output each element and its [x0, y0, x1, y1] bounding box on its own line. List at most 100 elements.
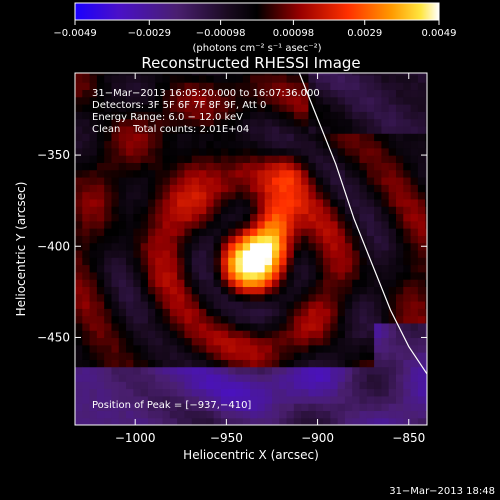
heatmap-cell — [381, 82, 390, 91]
heatmap-cell — [381, 388, 390, 397]
heatmap-cell — [162, 198, 171, 207]
heatmap-cell — [403, 155, 412, 163]
heatmap-cell — [177, 162, 186, 171]
heatmap-cell — [118, 155, 127, 163]
heatmap-cell — [359, 169, 368, 178]
heatmap-cell — [417, 249, 426, 258]
heatmap-cell — [381, 249, 390, 258]
heatmap-cell — [388, 74, 397, 83]
heatmap-cell — [213, 381, 222, 390]
heatmap-cell — [344, 140, 353, 149]
heatmap-cell — [82, 82, 91, 91]
heatmap-cell — [279, 73, 288, 76]
heatmap-cell — [111, 96, 120, 105]
heatmap-cell — [395, 300, 404, 309]
heatmap-cell — [264, 162, 273, 171]
heatmap-cell — [374, 111, 383, 120]
heatmap-cell — [184, 410, 193, 419]
heatmap-cell — [220, 206, 229, 215]
heatmap-cell — [184, 104, 193, 112]
heatmap-cell — [366, 286, 375, 295]
heatmap-cell — [271, 155, 280, 163]
heatmap-cell — [213, 279, 222, 287]
heatmap-cell — [337, 104, 346, 112]
heatmap-cell — [344, 271, 353, 280]
heatmap-cell — [410, 337, 419, 346]
heatmap-cell — [381, 213, 390, 222]
heatmap-cell — [96, 308, 105, 317]
heatmap-cell — [147, 352, 156, 360]
heatmap-cell — [118, 249, 127, 258]
heatmap-cell — [140, 249, 149, 258]
heatmap-cell — [315, 73, 324, 76]
heatmap-cell — [410, 73, 419, 76]
heatmap-cell — [155, 279, 164, 287]
heatmap-cell — [301, 73, 310, 76]
heatmap-cell — [228, 293, 237, 302]
heatmap-cell — [403, 271, 412, 280]
heatmap-cell — [147, 206, 156, 215]
heatmap-cell — [228, 111, 237, 120]
heatmap-cell — [250, 359, 258, 368]
heatmap-cell — [323, 169, 331, 178]
heatmap-cell — [337, 191, 346, 200]
heatmap-cell — [82, 388, 91, 397]
heatmap-cell — [220, 228, 229, 236]
heatmap-cell — [140, 220, 149, 229]
heatmap-cell — [257, 366, 266, 375]
heatmap-cell — [301, 403, 310, 412]
heatmap-cell — [374, 381, 383, 390]
heatmap-cell — [403, 213, 412, 222]
heatmap-cell — [169, 155, 178, 163]
heatmap-cell — [381, 300, 390, 309]
heatmap-cell — [118, 308, 127, 317]
heatmap-cell — [126, 169, 134, 178]
heatmap-cell — [118, 104, 127, 112]
heatmap-cell — [89, 155, 98, 163]
heatmap-cell — [395, 147, 404, 156]
heatmap-cell — [425, 176, 427, 185]
heatmap-cell — [395, 249, 404, 258]
heatmap-cell — [337, 279, 346, 287]
heatmap-cell — [155, 257, 164, 266]
heatmap-cell — [213, 155, 222, 163]
heatmap-cell — [235, 337, 244, 346]
heatmap-cell — [228, 366, 237, 375]
heatmap-cell — [425, 198, 427, 207]
heatmap-cell — [213, 140, 222, 149]
heatmap-cell — [315, 104, 324, 112]
heatmap-cell — [169, 198, 178, 207]
heatmap-cell — [403, 147, 412, 156]
heatmap-cell — [271, 352, 280, 360]
heatmap-cell — [155, 198, 164, 207]
heatmap-cell — [104, 198, 113, 207]
heatmap-cell — [140, 89, 149, 98]
heatmap-cell — [417, 315, 426, 324]
heatmap-cell — [395, 198, 404, 207]
heatmap-cell — [344, 111, 353, 120]
heatmap-cell — [293, 111, 302, 120]
heatmap-cell — [250, 235, 258, 244]
heatmap-cell — [118, 373, 127, 382]
heatmap-cell — [293, 162, 302, 171]
heatmap-cell — [206, 388, 215, 397]
heatmap-cell — [206, 403, 215, 412]
heatmap-cell — [330, 89, 339, 98]
heatmap-cell — [286, 308, 295, 317]
heatmap-cell — [133, 82, 142, 91]
heatmap-cell — [184, 228, 193, 236]
heatmap-cell — [169, 133, 178, 142]
heatmap-cell — [213, 293, 222, 302]
heatmap-cell — [388, 257, 397, 266]
heatmap-cell — [388, 403, 397, 412]
heatmap-cell — [250, 293, 258, 302]
heatmap-cell — [403, 352, 412, 360]
heatmap-cell — [206, 395, 215, 404]
heatmap-cell — [147, 228, 156, 236]
heatmap-cell — [293, 82, 302, 91]
heatmap-cell — [330, 125, 339, 134]
heatmap-cell — [133, 381, 142, 390]
heatmap-cell — [286, 206, 295, 215]
heatmap-cell — [220, 133, 229, 142]
heatmap-cell — [147, 308, 156, 317]
